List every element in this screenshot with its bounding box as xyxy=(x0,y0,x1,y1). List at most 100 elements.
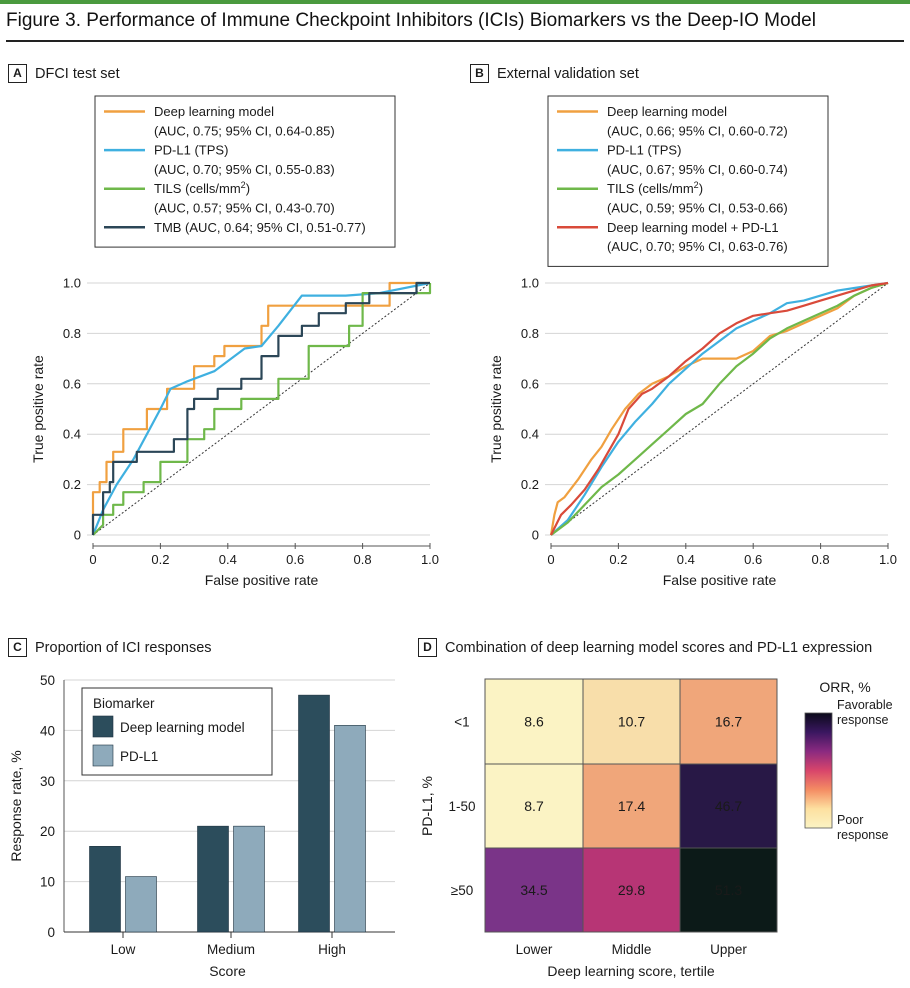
bar-low-series-2 xyxy=(125,876,157,933)
x-tick-label: 0.2 xyxy=(609,552,627,567)
y-axis-label: Response rate, % xyxy=(8,750,24,861)
x-tick-label: 0.2 xyxy=(151,552,169,567)
roc-curve-series-1 xyxy=(91,281,430,535)
roc-curve-series-1 xyxy=(549,281,889,536)
legend-entry-text: TILS (cells/mm2) xyxy=(607,180,703,196)
y-tick-label: 0 xyxy=(47,925,55,940)
roc-curve-series-2 xyxy=(550,281,889,536)
heatmap-cell xyxy=(679,763,778,849)
colorbar xyxy=(804,712,833,829)
legend-entry-text: (AUC, 0.70; 95% CI, 0.55-0.83) xyxy=(154,162,335,177)
y-tick-label: 20 xyxy=(40,824,55,839)
x-tick-label: 0 xyxy=(547,552,554,567)
roc-curve-series-4 xyxy=(91,281,430,535)
legend-title: Biomarker xyxy=(93,696,155,711)
legend-entry-text: Deep learning model xyxy=(607,104,727,119)
x-tick-label: 1.0 xyxy=(421,552,439,567)
y-tick-label: 0.2 xyxy=(521,477,539,492)
x-tick-label: 0.6 xyxy=(286,552,304,567)
colorbar-top-label-line-1: Favorable xyxy=(837,698,893,712)
panel-c-title: Proportion of ICI responses xyxy=(35,639,212,656)
legend-entry-text: Deep learning model xyxy=(120,720,245,735)
x-axis-label: False positive rate xyxy=(663,572,777,588)
x-tick-label: 0.4 xyxy=(219,552,237,567)
roc-chart-dfci: 0 0.2 0.4 0.6 0.8 1.0 0 0.2 0.4 0.6 0.8 1.0 False po… xyxy=(30,95,439,588)
y-tick-label: 0.8 xyxy=(63,326,81,341)
y-axis-label: True positive rate xyxy=(488,355,504,463)
figure-title: Figure 3. Performance of Immune Checkpoi… xyxy=(6,10,816,31)
heatmap-cell xyxy=(484,847,584,933)
y-tick-label: 0.6 xyxy=(63,376,81,391)
x-axis-label: False positive rate xyxy=(205,572,319,588)
panel-a-header: A DFCI test set xyxy=(8,64,120,83)
panel-d-header: D Combination of deep learning model sco… xyxy=(418,638,872,657)
y-axis-label: PD-L1, % xyxy=(419,776,435,836)
y-tick-label: 1.0 xyxy=(63,276,81,291)
y-tick-label: 0 xyxy=(532,528,539,543)
legend-entry-text: (AUC, 0.75; 95% CI, 0.64-0.85) xyxy=(154,123,335,138)
heatmap-cell xyxy=(679,678,778,765)
y-axis-label: True positive rate xyxy=(30,355,46,463)
panel-b-letter: B xyxy=(470,64,489,83)
roc-curve-series-4 xyxy=(550,281,889,536)
column-label: Middle xyxy=(612,942,652,957)
legend-entry-text: PD-L1 (TPS) xyxy=(154,143,228,158)
heatmap-cell-value: 16.7 xyxy=(715,714,742,730)
panel-d-title: Combination of deep learning model score… xyxy=(445,639,873,656)
bar-high-series-2 xyxy=(334,725,366,933)
panel-a-letter: A xyxy=(8,64,27,83)
legend-entry-text: (AUC, 0.57; 95% CI, 0.43-0.70) xyxy=(154,201,335,216)
y-tick-label: 0.8 xyxy=(521,326,539,341)
x-tick-label: 0.4 xyxy=(677,552,695,567)
colorbar-bottom-label-line-1: Poor xyxy=(837,813,863,827)
x-tick-label: 0.8 xyxy=(354,552,372,567)
colorbar-title: ORR, % xyxy=(819,679,870,695)
panel-c-header: C Proportion of ICI responses xyxy=(8,638,212,657)
bar-high-series-1 xyxy=(298,694,330,933)
legend-swatch xyxy=(92,744,114,767)
y-tick-label: 0 xyxy=(74,528,81,543)
row-label: <1 xyxy=(454,715,469,730)
x-tick-label: Low xyxy=(111,942,136,957)
row-label: ≥50 xyxy=(451,883,473,898)
legend-box xyxy=(81,687,273,776)
column-label: Lower xyxy=(516,942,553,957)
bar-medium-series-2 xyxy=(233,825,265,933)
heatmap-cell xyxy=(679,847,778,933)
x-tick-label: Medium xyxy=(207,942,255,957)
y-tick-label: 0.6 xyxy=(521,376,539,391)
panel-c-letter: C xyxy=(8,638,27,657)
chance-diagonal xyxy=(550,282,889,536)
legend-box xyxy=(547,95,829,267)
legend-entry-text: (AUC, 0.67; 95% CI, 0.60-0.74) xyxy=(607,162,788,177)
y-tick-label: 40 xyxy=(40,723,55,738)
legend-swatch xyxy=(92,715,114,738)
heatmap-cell-value: 29.8 xyxy=(618,882,645,898)
x-axis-label: Deep learning score, tertile xyxy=(547,963,715,979)
legend-entry-text: Deep learning model xyxy=(154,104,274,119)
heatmap-cell xyxy=(484,678,584,765)
colorbar-bottom-label-line-2: response xyxy=(837,828,888,842)
bar-low-series-1 xyxy=(89,846,121,933)
roc-curve-series-3 xyxy=(550,281,889,536)
x-tick-label: 0 xyxy=(89,552,96,567)
y-tick-label: 30 xyxy=(40,774,55,789)
legend-entry-text: TILS (cells/mm2) xyxy=(154,180,250,196)
roc-chart-external: 0 0.2 0.4 0.6 0.8 1.0 0 0.2 0.4 0.6 0.8 1.0 False po… xyxy=(488,95,897,588)
panel-b-header: B External validation set xyxy=(470,64,639,83)
heatmap-cell-value: 17.4 xyxy=(618,798,645,814)
x-tick-label: 0.8 xyxy=(812,552,830,567)
heatmap-cell-value: 8.6 xyxy=(524,714,544,730)
y-tick-label: 0.4 xyxy=(63,427,81,442)
panel-a-title: DFCI test set xyxy=(35,65,120,82)
bar-medium-series-1 xyxy=(197,825,229,933)
panel-b-title: External validation set xyxy=(497,65,639,82)
legend-entry-text: TMB (AUC, 0.64; 95% CI, 0.51-0.77) xyxy=(154,220,366,235)
roc-curve-series-3 xyxy=(92,283,432,536)
legend-entry-text: PD-L1 (TPS) xyxy=(607,143,681,158)
heatmap-cell xyxy=(484,763,584,849)
legend-entry-text: (AUC, 0.66; 95% CI, 0.60-0.72) xyxy=(607,123,788,138)
roc-curve-series-2 xyxy=(91,281,431,536)
title-divider xyxy=(6,40,904,42)
